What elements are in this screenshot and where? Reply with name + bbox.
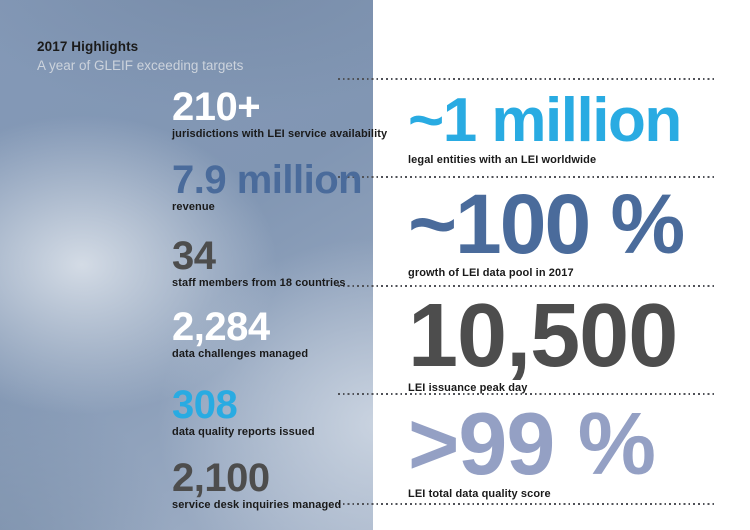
stat-legal-entities: ~1 million legal entities with an LEI wo…	[408, 86, 682, 167]
stat-data-pool-growth: ~100 % growth of LEI data pool in 2017	[408, 177, 685, 279]
stat-value: >99 %	[408, 394, 656, 493]
blurred-background-image	[0, 0, 373, 530]
dotted-divider	[338, 503, 716, 505]
stat-revenue: 7.9 million revenue	[172, 158, 363, 213]
header: 2017 Highlights A year of GLEIF exceedin…	[37, 39, 243, 73]
stat-quality-reports: 308 data quality reports issued	[172, 385, 315, 438]
stat-value: 10,500	[408, 286, 678, 386]
dotted-divider	[338, 285, 716, 287]
dotted-divider	[338, 78, 716, 80]
stat-label: staff members from 18 countries	[172, 277, 346, 289]
stat-staff-members: 34 staff members from 18 countries	[172, 236, 346, 289]
stat-jurisdictions: 210+ jurisdictions with LEI service avai…	[172, 87, 387, 140]
stat-label: growth of LEI data pool in 2017	[408, 266, 574, 279]
stat-label: jurisdictions with LEI service availabil…	[172, 128, 388, 140]
stat-data-challenges: 2,284 data challenges managed	[172, 307, 308, 360]
stat-label: LEI total data quality score	[408, 487, 551, 500]
page-title: 2017 Highlights	[37, 39, 139, 54]
stat-issuance-peak: 10,500 LEI issuance peak day	[408, 286, 678, 394]
stat-value: 7.9 million	[172, 158, 363, 202]
stat-quality-score: >99 % LEI total data quality score	[408, 394, 656, 500]
white-panel	[373, 0, 750, 530]
stat-value: 210+	[172, 85, 261, 129]
stat-value: 2,284	[172, 305, 270, 349]
dotted-divider	[338, 393, 716, 395]
dotted-divider	[338, 176, 716, 178]
stat-label: data quality reports issued	[172, 426, 315, 438]
stat-value: 34	[172, 234, 216, 278]
stat-label: service desk inquiries managed	[172, 499, 342, 511]
stat-service-desk: 2,100 service desk inquiries managed	[172, 458, 341, 511]
stat-label: data challenges managed	[172, 348, 309, 360]
stat-label: legal entities with an LEI worldwide	[408, 154, 597, 166]
page-subtitle: A year of GLEIF exceeding targets	[37, 58, 244, 73]
stat-label: LEI issuance peak day	[408, 381, 528, 394]
stat-value: 308	[172, 383, 238, 427]
stat-label: revenue	[172, 201, 215, 213]
stat-value: 2,100	[172, 456, 270, 500]
stat-value: ~1 million	[408, 86, 682, 155]
stat-value: ~100 %	[408, 177, 685, 271]
